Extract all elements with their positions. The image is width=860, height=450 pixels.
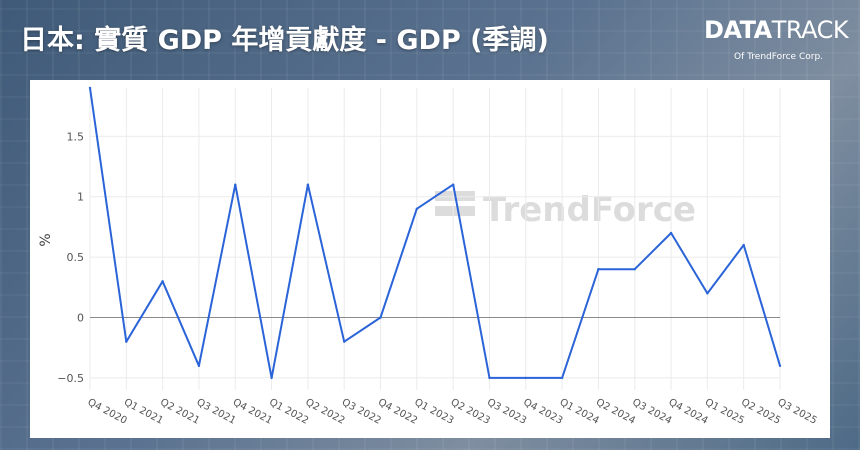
- datatrack-logo: DATATRACK Of TrendForce Corp.: [704, 16, 849, 66]
- x-tick-label: Q4 2024: [667, 397, 710, 427]
- y-tick-label: 1.5: [67, 130, 85, 143]
- data-point: [669, 231, 673, 235]
- y-axis-label: %: [38, 233, 54, 246]
- x-tick-label: Q4 2023: [521, 397, 564, 427]
- data-point: [270, 376, 273, 380]
- horizontal-gridlines: [90, 135, 780, 379]
- x-tick-label: Q2 2025: [739, 397, 782, 427]
- logo-subtitle: Of TrendForce Corp.: [734, 52, 824, 62]
- data-point: [379, 316, 382, 319]
- series-line: [89, 87, 781, 379]
- x-tick-label: Q4 2021: [231, 397, 274, 427]
- data-point: [197, 364, 201, 368]
- x-tick-label: Q1 2025: [703, 397, 746, 427]
- x-tick-label: Q3 2022: [340, 397, 383, 427]
- data-point: [88, 86, 92, 90]
- data-points: [88, 86, 782, 380]
- data-point: [633, 268, 636, 271]
- data-point: [125, 340, 128, 343]
- data-point: [778, 364, 782, 368]
- data-point: [742, 243, 745, 247]
- x-tick-label: Q3 2025: [776, 397, 819, 427]
- y-tick-label: 1: [77, 191, 84, 204]
- data-point: [597, 268, 600, 271]
- data-point: [161, 280, 164, 283]
- y-tick-label: −0.5: [57, 372, 84, 385]
- logo-wordmark-light: TRACK: [771, 16, 849, 44]
- data-point: [306, 183, 310, 186]
- y-tick-label: 0.5: [67, 251, 85, 264]
- data-point: [488, 376, 491, 380]
- data-point: [451, 183, 455, 186]
- x-tick-label: Q2 2022: [303, 397, 346, 427]
- x-tick-label: Q4 2020: [86, 397, 129, 427]
- data-point: [415, 207, 419, 210]
- x-tick-label: Q1 2024: [558, 397, 601, 427]
- x-tick-label: Q2 2023: [449, 397, 492, 427]
- data-point: [343, 340, 346, 343]
- chart-panel: TrendForce −0.5 0 0.5 1 1.5 % Q4 2020 Q1 2021…: [30, 80, 830, 438]
- x-tick-label: Q1 2023: [412, 397, 455, 427]
- data-point: [706, 292, 709, 295]
- x-tick-label: Q3 2023: [485, 397, 528, 427]
- data-point: [560, 376, 564, 380]
- x-tick-label: Q2 2021: [158, 397, 201, 427]
- logo-wordmark: DATATRACK: [704, 16, 849, 44]
- page-title: 日本: 實質 GDP 年增貢獻度 - GDP (季調): [20, 25, 549, 56]
- y-tick-label: 0: [77, 312, 84, 325]
- y-axis-ticks: −0.5 0 0.5 1 1.5: [57, 130, 84, 385]
- x-tick-label: Q3 2024: [630, 397, 673, 427]
- x-tick-label: Q1 2022: [267, 397, 310, 427]
- x-tick-label: Q3 2021: [195, 397, 238, 427]
- logo-wordmark-bold: DATA: [704, 16, 772, 44]
- x-tick-label: Q2 2024: [594, 397, 637, 427]
- x-tick-label: Q4 2022: [376, 397, 419, 427]
- data-point: [234, 183, 237, 186]
- vertical-gridlines: [89, 88, 781, 390]
- data-point: [524, 376, 527, 380]
- x-tick-label: Q1 2021: [122, 397, 165, 427]
